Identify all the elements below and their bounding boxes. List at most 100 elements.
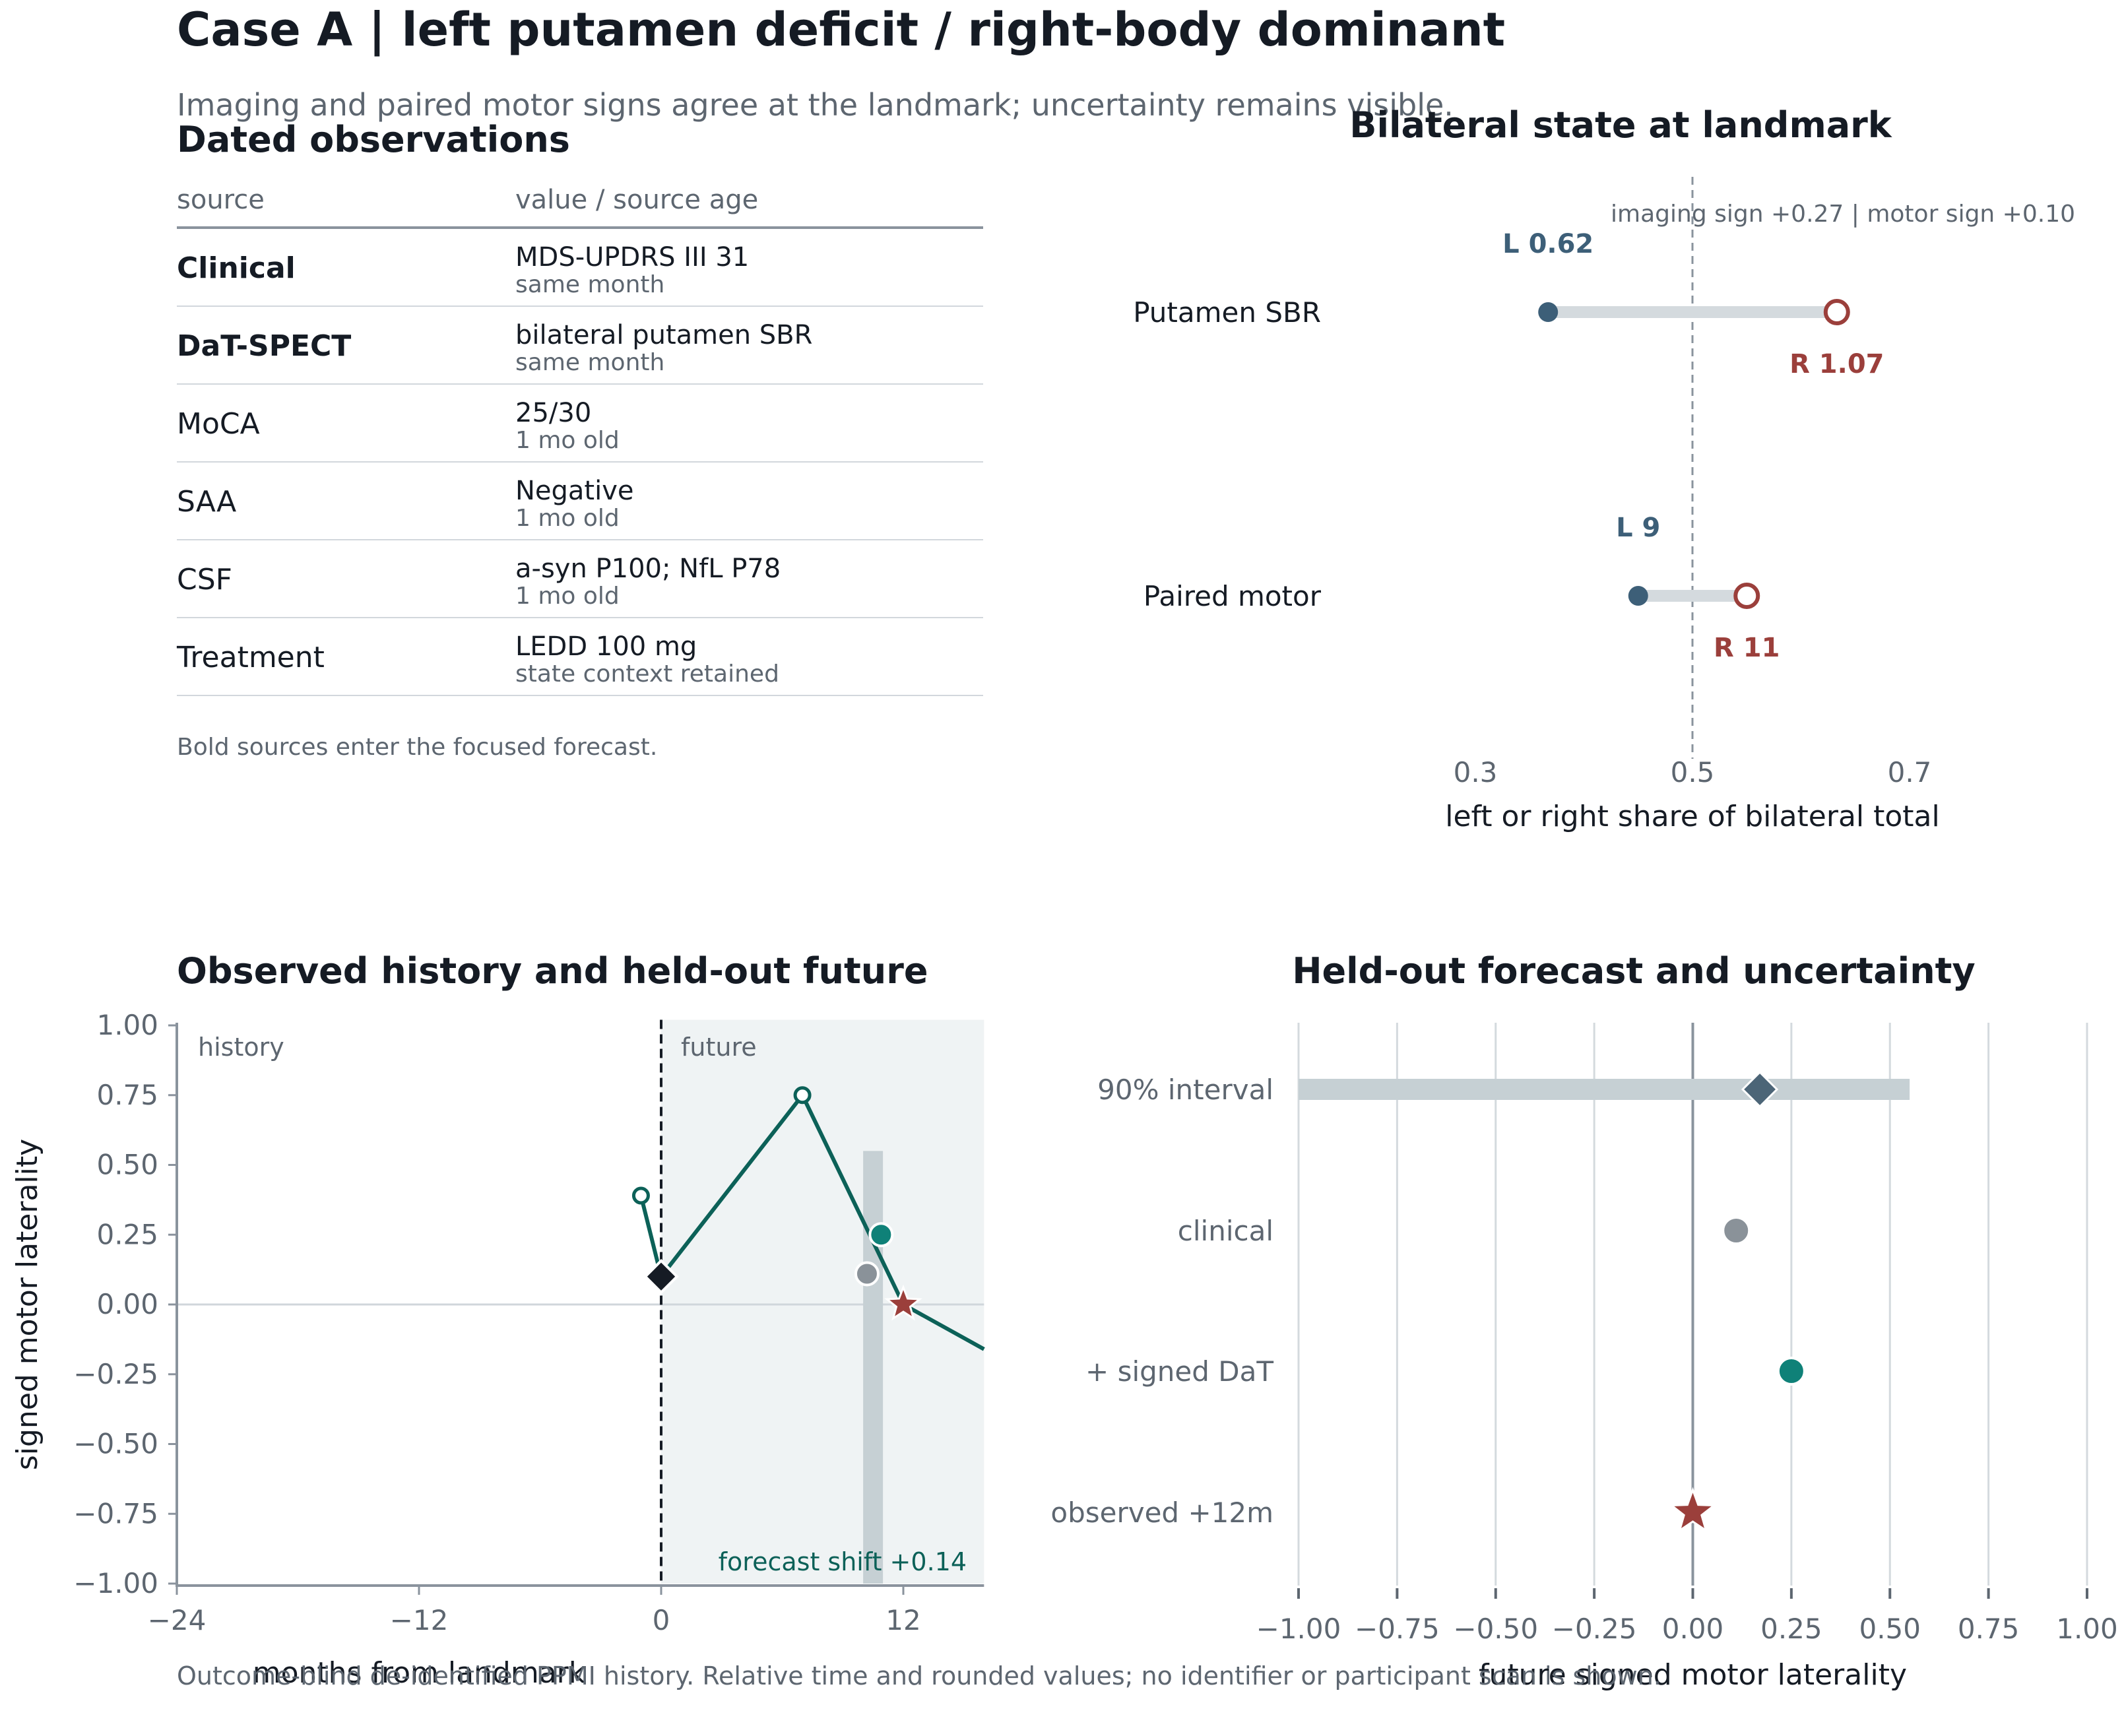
future-region <box>661 1019 984 1584</box>
x-tick-label: 0.3 <box>1454 756 1498 788</box>
table-header-value: value / source age <box>515 185 759 215</box>
left-point <box>1538 302 1559 322</box>
row-label: clinical <box>1178 1215 1273 1247</box>
y-axis-label: signed motor laterality <box>11 1139 44 1470</box>
table-row: MoCA 25/30 1 mo old <box>177 385 983 463</box>
table-cell-age: state context retained <box>515 660 779 688</box>
right-value-label: R 11 <box>1714 633 1780 663</box>
x-tick-label: −1.00 <box>1256 1613 1341 1645</box>
y-tick-label: −0.75 <box>73 1497 158 1529</box>
x-axis-label: months from landmark <box>253 1656 586 1690</box>
observed-star <box>1669 1487 1717 1533</box>
y-tick-label: 1.00 <box>96 1009 158 1041</box>
table-cell-source: Treatment <box>177 641 325 674</box>
clinical-forecast-point <box>854 1261 880 1287</box>
future-point <box>793 1086 812 1105</box>
table-row-rule <box>177 539 983 540</box>
table-row-rule <box>177 617 983 618</box>
y-tick-label: −0.50 <box>73 1428 158 1460</box>
x-tick-label: 0.75 <box>1958 1613 2020 1645</box>
future-label: future <box>681 1033 757 1062</box>
forecast-shift-label: forecast shift +0.14 <box>719 1547 967 1576</box>
table-cell-age: same month <box>515 349 665 376</box>
left-point <box>1628 586 1648 606</box>
footer-note: Outcome-blind de-identified PPMI history… <box>177 1661 1661 1690</box>
page-subtitle: Imaging and paired motor signs agree at … <box>177 87 1454 123</box>
table-note: Bold sources enter the focused forecast. <box>177 734 658 761</box>
y-tick-label: 0.00 <box>96 1288 158 1320</box>
table-cell-value: a-syn P100; NfL P78 <box>515 554 781 584</box>
chart-title: Held-out forecast and uncertainty <box>1292 950 1975 992</box>
y-tick-label: −0.25 <box>73 1358 158 1390</box>
table-row-rule <box>177 461 983 463</box>
y-tick-label: −1.00 <box>73 1567 158 1599</box>
table-header-source: source <box>177 185 265 215</box>
x-tick-label: 0 <box>653 1604 670 1636</box>
left-value-label: L 0.62 <box>1502 229 1593 259</box>
table-cell-value: bilateral putamen SBR <box>515 320 813 350</box>
table-cell-age: same month <box>515 271 665 298</box>
bilateral-chart: Bilateral state at landmark imaging sign … <box>1133 104 2075 833</box>
table-row: SAA Negative 1 mo old <box>177 463 983 540</box>
table-row: DaT-SPECT bilateral putamen SBR same month <box>177 307 983 385</box>
x-tick-label: 12 <box>885 1604 920 1636</box>
right-value-label: R 1.07 <box>1789 349 1884 379</box>
chart-title: Bilateral state at landmark <box>1349 104 1892 146</box>
history-chart: Observed history and held-out future −1.0… <box>11 950 985 1690</box>
table-row: Clinical MDS-UPDRS III 31 same month <box>177 229 983 307</box>
signed-dat-point <box>1776 1357 1806 1386</box>
observed-future-star <box>884 1284 922 1321</box>
page-title: Case A | left putamen deficit / right-bo… <box>177 3 1506 57</box>
y-tick-label: 0.25 <box>96 1218 158 1250</box>
right-point <box>1733 583 1760 609</box>
sign-annotation: imaging sign +0.27 | motor sign +0.10 <box>1611 201 2075 228</box>
table-cell-value: LEDD 100 mg <box>515 631 697 662</box>
x-axis-label: future signed motor laterality <box>1479 1658 1907 1692</box>
table-row-rule <box>177 383 983 385</box>
table-cell-source: SAA <box>177 485 237 519</box>
clinical-point <box>1722 1216 1751 1245</box>
table-cell-age: 1 mo old <box>515 427 620 454</box>
table-cell-value: MDS-UPDRS III 31 <box>515 242 750 273</box>
row-label: + signed DaT <box>1085 1355 1273 1388</box>
table-cell-age: 1 mo old <box>515 583 620 610</box>
table-header-rule <box>177 226 983 229</box>
table-row-rule <box>177 695 983 696</box>
table-title: Dated observations <box>177 119 570 160</box>
table-cell-source: CSF <box>177 563 232 596</box>
row-label: Putamen SBR <box>1133 296 1321 329</box>
interval-band <box>863 1151 884 1584</box>
dat-forecast-point <box>868 1222 894 1248</box>
table-cell-source: Clinical <box>177 251 296 285</box>
table-row: CSF a-syn P100; NfL P78 1 mo old <box>177 540 983 618</box>
x-tick-label: −24 <box>148 1604 207 1636</box>
table-cell-value: 25/30 <box>515 398 592 428</box>
table-cell-source: MoCA <box>177 407 260 441</box>
table-cell-source: DaT-SPECT <box>177 329 352 363</box>
x-tick-label: 0.00 <box>1662 1613 1724 1645</box>
x-tick-label: 0.25 <box>1760 1613 1822 1645</box>
x-tick-label: 0.7 <box>1888 756 1932 788</box>
table-cell-age: 1 mo old <box>515 505 620 532</box>
table-row: Treatment LEDD 100 mg state context retain… <box>177 618 983 696</box>
interval-point-estimate <box>1741 1070 1779 1109</box>
y-tick-label: 0.75 <box>96 1079 158 1111</box>
right-point <box>1823 299 1850 325</box>
y-tick-label: 0.50 <box>96 1149 158 1181</box>
left-value-label: L 9 <box>1616 513 1660 543</box>
row-label: 90% interval <box>1097 1074 1273 1106</box>
landmark-marker <box>643 1258 679 1295</box>
x-tick-label: 0.5 <box>1671 756 1715 788</box>
table-row-rule <box>177 305 983 307</box>
row-label: Paired motor <box>1143 580 1322 612</box>
forecast-chart: Held-out forecast and uncertainty −1.00 −0… <box>1050 950 2118 1692</box>
x-axis-label: left or right share of bilateral total <box>1445 800 1940 833</box>
row-label: observed +12m <box>1050 1496 1273 1529</box>
x-tick-label: 0.50 <box>1859 1613 1921 1645</box>
x-tick-label: 1.00 <box>2056 1613 2118 1645</box>
x-tick-label: −12 <box>390 1604 449 1636</box>
history-label: history <box>198 1033 284 1062</box>
chart-title: Observed history and held-out future <box>177 950 928 992</box>
x-tick-label: −0.25 <box>1552 1613 1637 1645</box>
table-cell-value: Negative <box>515 476 634 506</box>
